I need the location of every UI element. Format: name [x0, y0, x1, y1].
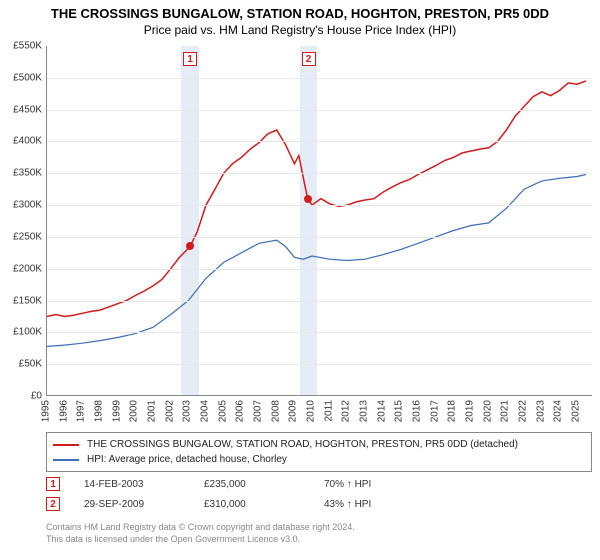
x-axis-label: 2022: [518, 400, 529, 422]
transaction-marker: 1: [46, 477, 60, 491]
y-axis-label: £100K: [2, 327, 42, 338]
x-axis-label: 2017: [429, 400, 440, 422]
legend: THE CROSSINGS BUNGALOW, STATION ROAD, HO…: [46, 432, 592, 472]
footnote-line: Contains HM Land Registry data © Crown c…: [46, 522, 355, 534]
transaction-row: 1 14-FEB-2003£235,00070% ↑ HPI: [46, 474, 444, 494]
y-axis-label: £550K: [2, 41, 42, 52]
y-axis-label: £50K: [2, 359, 42, 370]
x-axis-label: 2005: [217, 400, 228, 422]
y-axis-label: £250K: [2, 231, 42, 242]
sale-point: [186, 242, 194, 250]
chart-subtitle: Price paid vs. HM Land Registry's House …: [0, 23, 600, 37]
transaction-date: 29-SEP-2009: [84, 499, 204, 510]
x-axis-label: 2013: [359, 400, 370, 422]
legend-item: THE CROSSINGS BUNGALOW, STATION ROAD, HO…: [53, 437, 585, 452]
x-axis-label: 2021: [500, 400, 511, 422]
y-axis-label: £200K: [2, 263, 42, 274]
x-axis-label: 2015: [394, 400, 405, 422]
x-axis-label: 1997: [76, 400, 87, 422]
series-line: [47, 81, 586, 317]
x-axis-label: 2003: [182, 400, 193, 422]
sale-marker: 1: [183, 52, 197, 66]
transaction-price: £235,000: [204, 479, 324, 490]
x-axis-label: 2011: [323, 400, 334, 422]
x-axis-label: 1996: [58, 400, 69, 422]
transaction-price: £310,000: [204, 499, 324, 510]
transaction-row: 2 29-SEP-2009£310,00043% ↑ HPI: [46, 494, 444, 514]
x-axis-label: 2001: [147, 400, 158, 422]
x-axis-label: 2002: [164, 400, 175, 422]
x-axis-label: 2010: [306, 400, 317, 422]
x-axis-label: 2024: [553, 400, 564, 422]
plot-area: 12: [46, 46, 592, 396]
x-axis-label: 2008: [270, 400, 281, 422]
x-axis-label: 2000: [129, 400, 140, 422]
sale-marker: 2: [302, 52, 316, 66]
legend-item: HPI: Average price, detached house, Chor…: [53, 452, 585, 467]
x-axis-label: 2018: [447, 400, 458, 422]
series-line: [47, 175, 586, 347]
x-axis-label: 2009: [288, 400, 299, 422]
y-axis-label: £450K: [2, 104, 42, 115]
x-axis-label: 1999: [111, 400, 122, 422]
transaction-delta: 70% ↑ HPI: [324, 479, 444, 490]
y-axis-label: £0: [2, 391, 42, 402]
transaction-marker: 2: [46, 497, 60, 511]
sale-point: [304, 195, 312, 203]
chart-title: THE CROSSINGS BUNGALOW, STATION ROAD, HO…: [0, 0, 600, 21]
x-axis-label: 2020: [482, 400, 493, 422]
x-axis-label: 2014: [376, 400, 387, 422]
x-axis-label: 2007: [253, 400, 264, 422]
x-axis-label: 1995: [41, 400, 52, 422]
x-axis-label: 2023: [535, 400, 546, 422]
y-axis-label: £150K: [2, 295, 42, 306]
chart-container: THE CROSSINGS BUNGALOW, STATION ROAD, HO…: [0, 0, 600, 560]
x-axis-label: 2016: [412, 400, 423, 422]
y-axis-label: £400K: [2, 136, 42, 147]
x-axis-label: 2006: [235, 400, 246, 422]
x-axis-label: 2012: [341, 400, 352, 422]
y-axis-label: £350K: [2, 168, 42, 179]
y-axis-label: £300K: [2, 200, 42, 211]
footnote-line: This data is licensed under the Open Gov…: [46, 534, 355, 546]
x-axis-label: 2019: [465, 400, 476, 422]
transaction-delta: 43% ↑ HPI: [324, 499, 444, 510]
x-axis-label: 2004: [200, 400, 211, 422]
x-axis-label: 1998: [94, 400, 105, 422]
transactions-table: 1 14-FEB-2003£235,00070% ↑ HPI 2 29-SEP-200…: [46, 474, 444, 514]
footnote: Contains HM Land Registry data © Crown c…: [46, 522, 355, 545]
transaction-date: 14-FEB-2003: [84, 479, 204, 490]
x-axis-label: 2025: [571, 400, 582, 422]
y-axis-label: £500K: [2, 72, 42, 83]
line-plot: [47, 46, 592, 395]
